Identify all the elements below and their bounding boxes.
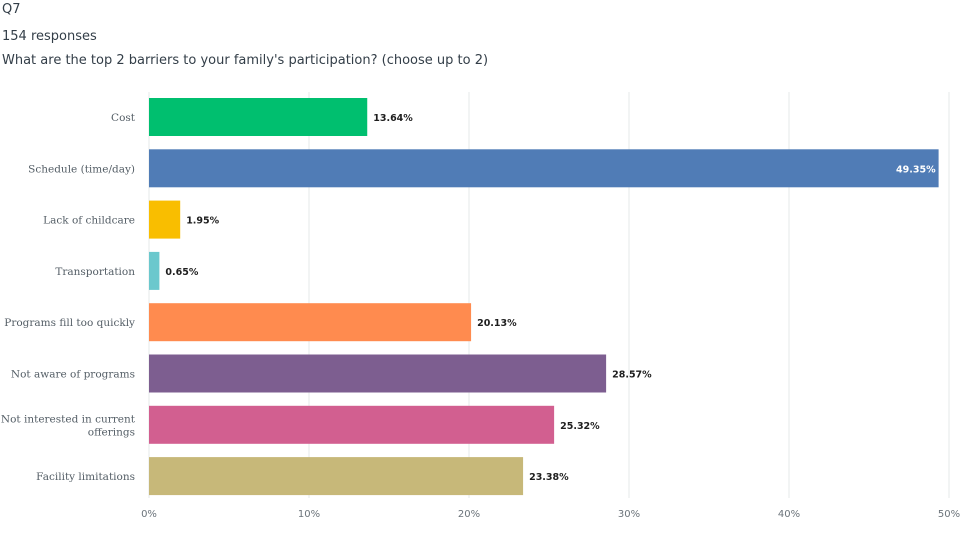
- bar: [149, 251, 160, 290]
- data-label: 13.64%: [373, 113, 413, 124]
- bar: [149, 354, 607, 393]
- x-tick-label: 0%: [141, 509, 157, 520]
- category-label: Schedule (time/day): [28, 163, 135, 175]
- x-tick-label: 20%: [458, 509, 480, 520]
- x-tick-label: 30%: [618, 509, 640, 520]
- x-tick-label: 50%: [938, 509, 960, 520]
- category-label: offerings: [88, 426, 135, 438]
- category-label: Not aware of programs: [11, 369, 135, 381]
- bar: [149, 200, 181, 239]
- bar: [149, 149, 939, 188]
- data-label: 25.32%: [560, 421, 600, 432]
- bar: [149, 457, 524, 496]
- category-label: Programs fill too quickly: [4, 317, 135, 329]
- category-label: Facility limitations: [36, 471, 135, 483]
- category-label: Not interested in current: [1, 413, 136, 425]
- data-label: 20.13%: [477, 318, 517, 329]
- question-id: Q7: [2, 2, 21, 17]
- data-label: 49.35%: [896, 164, 936, 175]
- data-label: 0.65%: [165, 267, 198, 278]
- bar: [149, 98, 368, 136]
- question-text: What are the top 2 barriers to your fami…: [2, 53, 489, 68]
- category-label: Transportation: [55, 266, 135, 278]
- x-tick-label: 10%: [298, 509, 320, 520]
- category-label: Cost: [111, 112, 136, 124]
- category-label: Lack of childcare: [43, 215, 135, 227]
- data-label: 23.38%: [529, 472, 569, 483]
- response-count: 154 responses: [2, 29, 97, 44]
- x-tick-label: 40%: [778, 509, 800, 520]
- bar: [149, 303, 472, 342]
- bar: [149, 405, 555, 444]
- data-label: 1.95%: [186, 216, 219, 227]
- data-label: 28.57%: [612, 370, 652, 381]
